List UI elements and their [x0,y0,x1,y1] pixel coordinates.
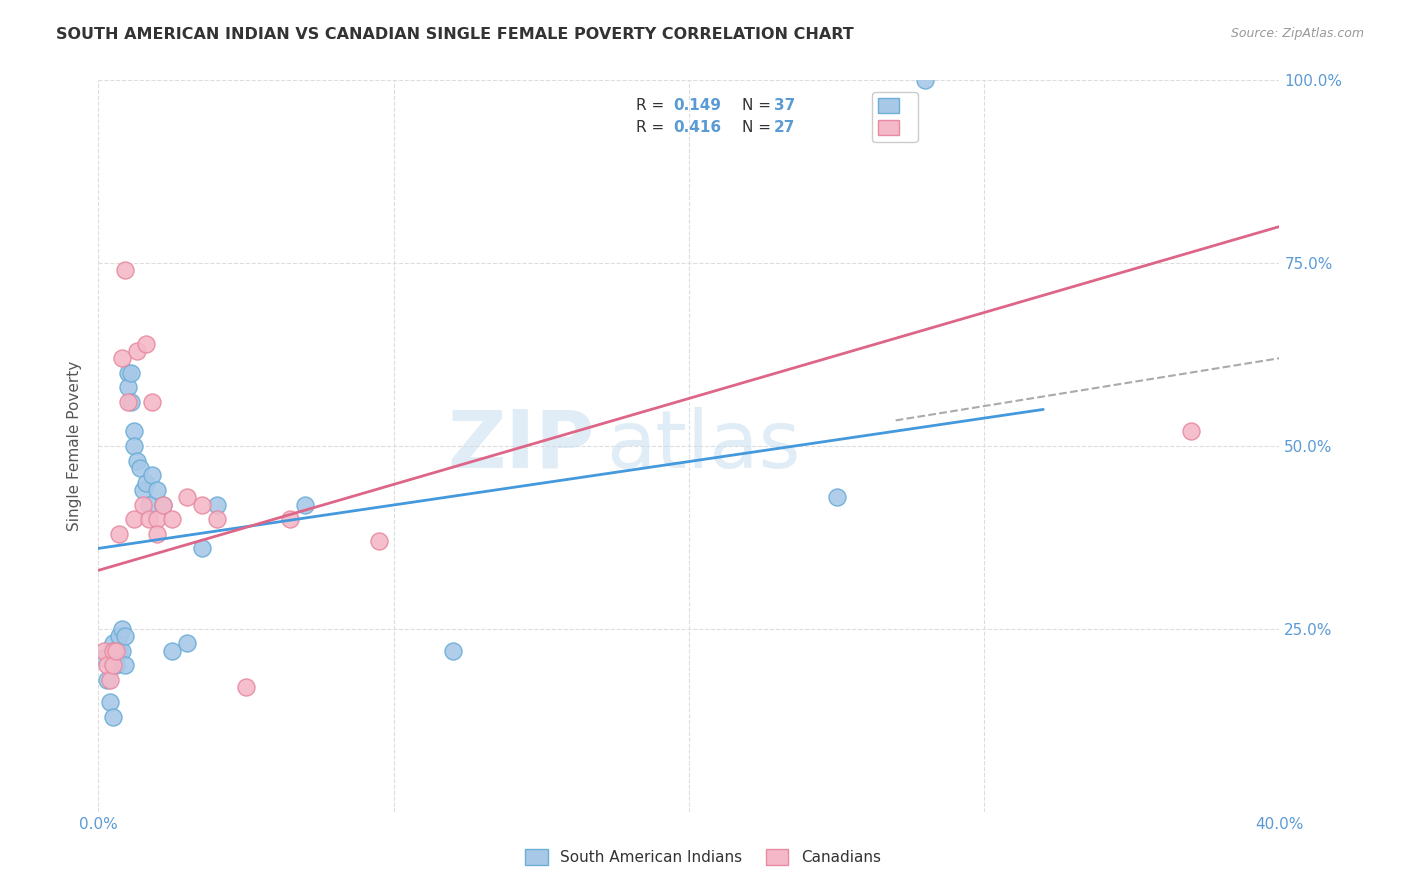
Text: N =: N = [742,98,776,113]
Point [176,490,198,504]
Point [441,644,464,658]
Text: N =: N = [742,120,776,136]
Point [93,651,115,665]
Point [105,658,128,673]
Point [96,658,118,673]
Text: atlas: atlas [606,407,800,485]
Y-axis label: Single Female Poverty: Single Female Poverty [67,361,83,531]
Point [96,673,118,687]
Text: 0.416: 0.416 [673,120,721,136]
Point [98,673,121,687]
Point [135,336,157,351]
Point [108,629,131,643]
Point [825,490,848,504]
Point [103,636,125,650]
Point [117,380,139,394]
Point [162,644,183,658]
Point [103,644,125,658]
Point [103,658,125,673]
Point [205,512,228,526]
Point [146,526,169,541]
Point [105,644,128,658]
Point [105,644,128,658]
Text: SOUTH AMERICAN INDIAN VS CANADIAN SINGLE FEMALE POVERTY CORRELATION CHART: SOUTH AMERICAN INDIAN VS CANADIAN SINGLE… [56,27,853,42]
Text: 27: 27 [773,120,796,136]
Point [111,351,134,366]
Point [122,439,145,453]
Point [152,498,174,512]
Point [120,395,142,409]
Point [135,475,157,490]
Point [138,512,160,526]
Point [1180,425,1202,439]
Point [117,395,139,409]
Point [280,512,302,526]
Point [146,512,169,526]
Text: Source: ZipAtlas.com: Source: ZipAtlas.com [1230,27,1364,40]
Text: 37: 37 [773,98,796,113]
Point [114,629,136,643]
Point [93,644,115,658]
Point [103,709,125,723]
Legend: South American Indians, Canadians: South American Indians, Canadians [519,843,887,871]
Point [191,498,214,512]
Point [205,498,228,512]
Point [141,395,163,409]
Point [98,695,121,709]
Legend: , : , [872,92,918,142]
Point [132,498,155,512]
Point [117,366,139,380]
Point [114,263,136,277]
Point [132,483,155,497]
Point [108,526,131,541]
Text: R =: R = [636,120,669,136]
Point [146,483,169,497]
Point [120,366,142,380]
Point [191,541,214,556]
Point [103,644,125,658]
Point [103,658,125,673]
Point [111,644,134,658]
Point [108,644,131,658]
Point [914,73,936,87]
Point [176,636,198,650]
Point [128,461,150,475]
Point [152,498,174,512]
Point [162,512,183,526]
Point [235,681,257,695]
Point [368,534,391,549]
Point [125,453,148,467]
Text: 0.149: 0.149 [673,98,721,113]
Point [138,498,160,512]
Point [122,425,145,439]
Point [122,512,145,526]
Point [125,343,148,358]
Point [141,468,163,483]
Point [114,658,136,673]
Point [111,622,134,636]
Text: R =: R = [636,98,669,113]
Point [294,498,316,512]
Text: ZIP: ZIP [447,407,595,485]
